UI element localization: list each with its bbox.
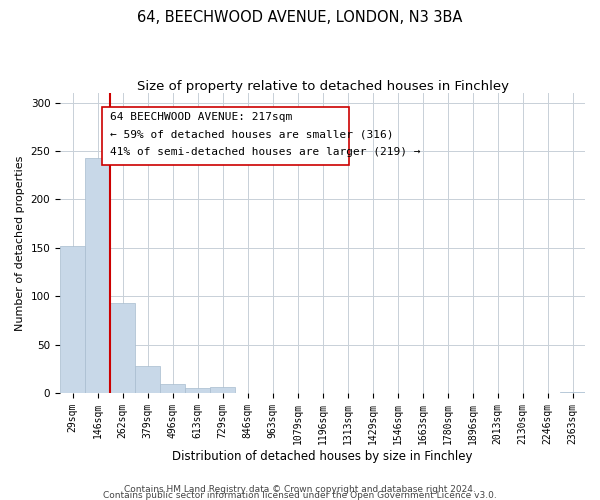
Bar: [85, 158, 110, 393]
Text: Contains public sector information licensed under the Open Government Licence v3: Contains public sector information licen…: [103, 490, 497, 500]
Text: 64, BEECHWOOD AVENUE, LONDON, N3 3BA: 64, BEECHWOOD AVENUE, LONDON, N3 3BA: [137, 10, 463, 25]
Bar: [210, 388, 235, 393]
Bar: [560, 392, 585, 393]
Text: ← 59% of detached houses are smaller (316): ← 59% of detached houses are smaller (31…: [110, 130, 394, 140]
Text: Contains HM Land Registry data © Crown copyright and database right 2024.: Contains HM Land Registry data © Crown c…: [124, 484, 476, 494]
Title: Size of property relative to detached houses in Finchley: Size of property relative to detached ho…: [137, 80, 509, 93]
Text: 41% of semi-detached houses are larger (219) →: 41% of semi-detached houses are larger (…: [110, 148, 421, 158]
X-axis label: Distribution of detached houses by size in Finchley: Distribution of detached houses by size …: [172, 450, 473, 462]
FancyBboxPatch shape: [102, 106, 349, 165]
Text: 64 BEECHWOOD AVENUE: 217sqm: 64 BEECHWOOD AVENUE: 217sqm: [110, 112, 292, 122]
Bar: [185, 388, 210, 393]
Bar: [110, 303, 135, 393]
Y-axis label: Number of detached properties: Number of detached properties: [15, 156, 25, 330]
Bar: [60, 246, 85, 393]
Bar: [160, 384, 185, 393]
Bar: [135, 366, 160, 393]
